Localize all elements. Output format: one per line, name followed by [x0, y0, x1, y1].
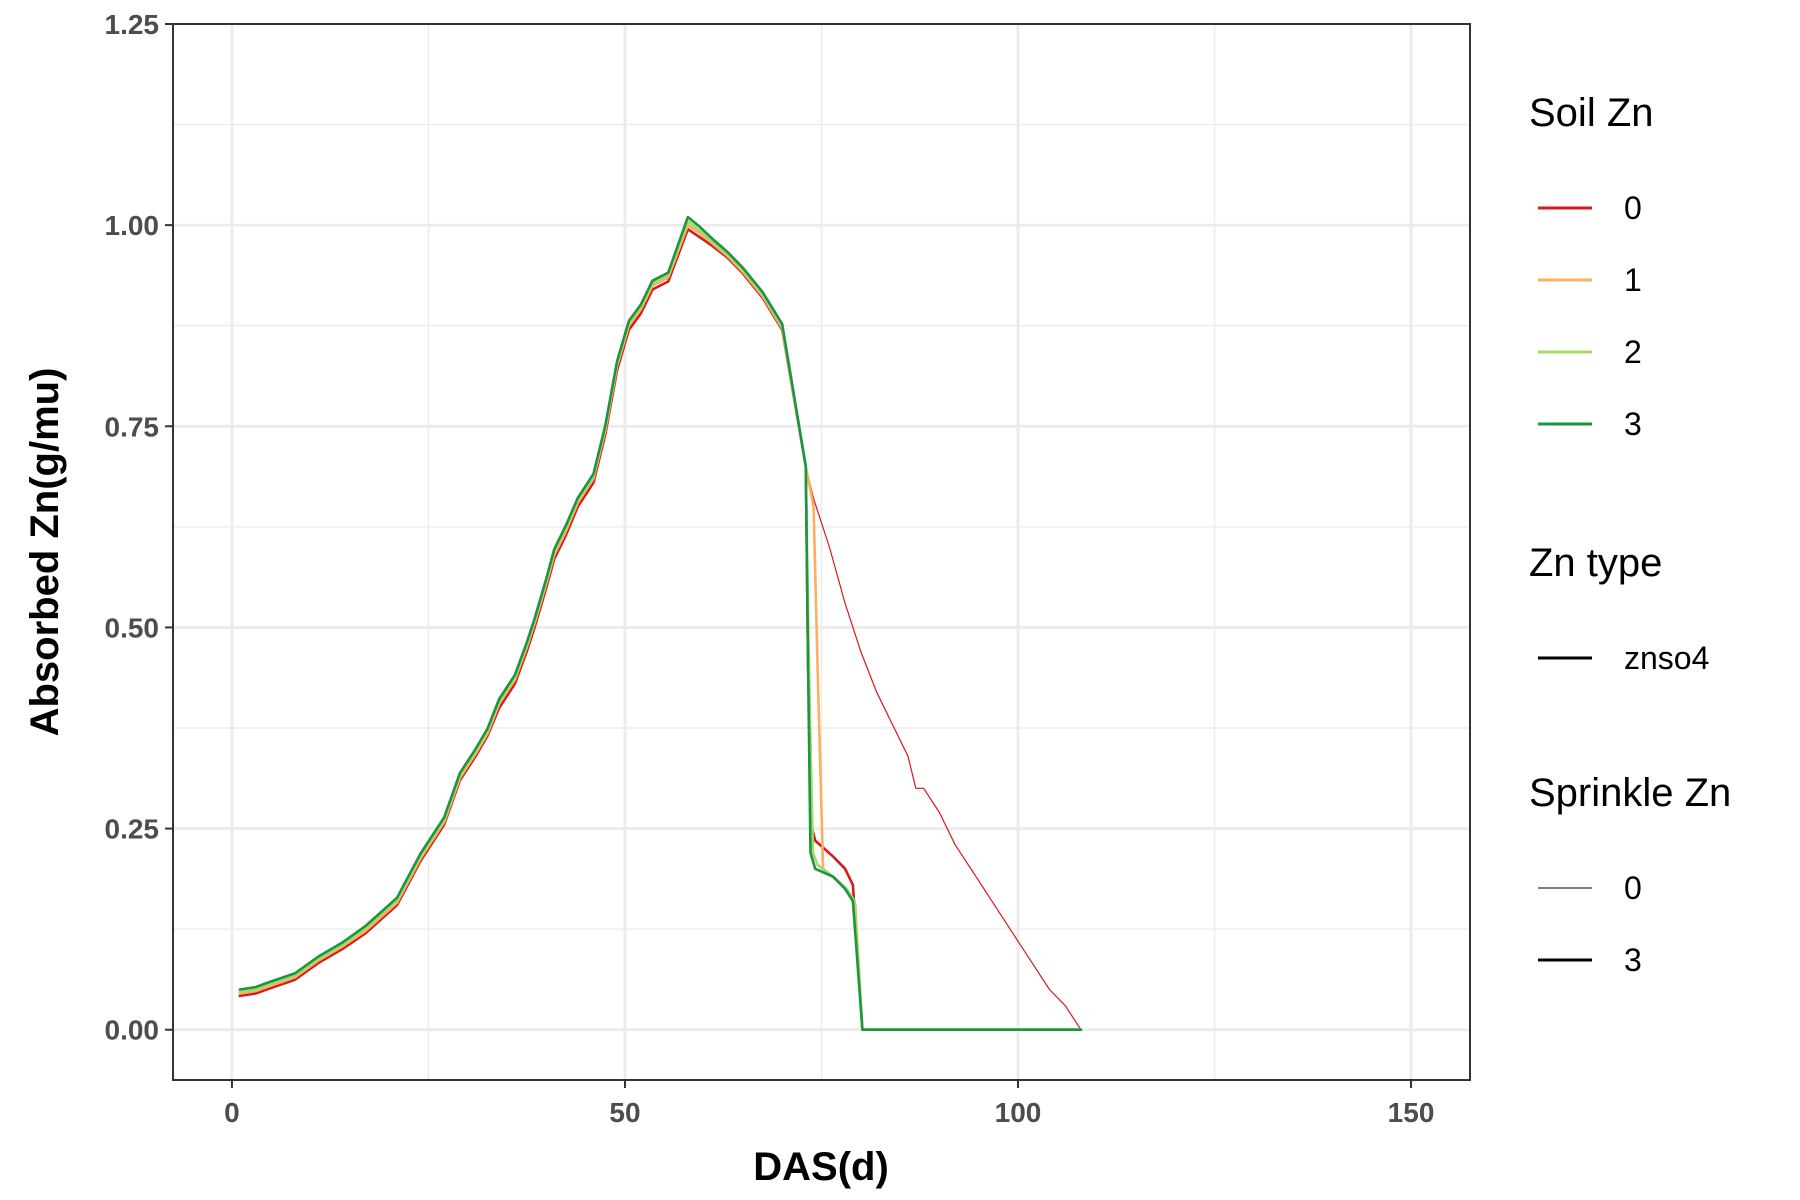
series-line-soil-0-sprinkle-0 — [805, 465, 1082, 1031]
series-layer — [238, 215, 1083, 1031]
legend: Soil Zn 0 1 2 3 Zn type znso4 Sprinkle Zn 0 3 — [1529, 91, 1731, 978]
x-tick-label: 150 — [1388, 1097, 1435, 1128]
y-tick-label: 0.50 — [105, 612, 160, 643]
x-tick-label: 0 — [224, 1097, 240, 1128]
grid-minor — [173, 24, 1470, 1080]
legend-label: 2 — [1624, 334, 1642, 370]
legend-label: 0 — [1624, 190, 1642, 226]
y-axis: 0.00 0.25 0.50 0.75 1.00 1.25 — [105, 9, 173, 1046]
x-axis-title: DAS(d) — [753, 1145, 889, 1189]
x-axis: 0 50 100 150 — [224, 1080, 1434, 1128]
y-tick-label: 0.25 — [105, 814, 160, 845]
legend-label: 1 — [1624, 262, 1642, 298]
y-tick-label: 0.75 — [105, 411, 160, 442]
legend-label: znso4 — [1624, 640, 1709, 676]
y-tick-label: 0.00 — [105, 1015, 160, 1046]
legend-title: Soil Zn — [1529, 91, 1654, 135]
legend-title: Zn type — [1529, 541, 1662, 585]
legend-title: Sprinkle Zn — [1529, 771, 1731, 815]
y-tick-label: 1.25 — [105, 9, 160, 40]
legend-label: 0 — [1624, 870, 1642, 906]
y-axis-title: Absorbed Zn(g/mu) — [23, 368, 67, 737]
plot-border — [172, 23, 1471, 1081]
x-tick-label: 100 — [995, 1097, 1042, 1128]
legend-label: 3 — [1624, 406, 1642, 442]
x-tick-label: 50 — [609, 1097, 640, 1128]
y-tick-label: 1.00 — [105, 210, 160, 241]
legend-label: 3 — [1624, 942, 1642, 978]
series-line-soil-3-sprinkle-3 — [238, 215, 1083, 1031]
